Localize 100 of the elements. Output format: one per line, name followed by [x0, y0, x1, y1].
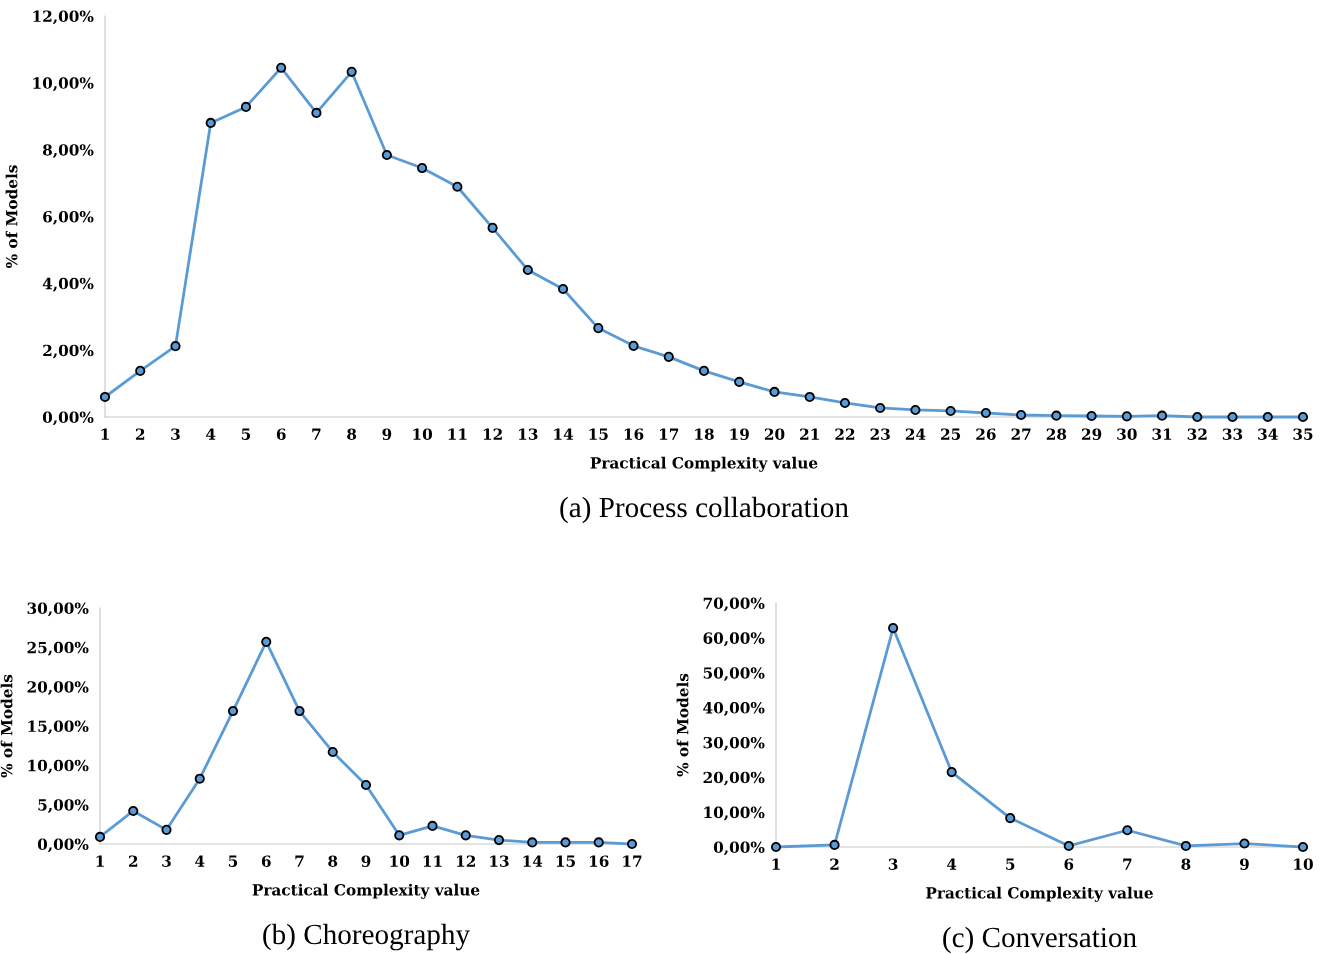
point: [628, 340, 639, 351]
y-tick-label: 0,00%: [37, 838, 89, 853]
x-tick-label: 10: [413, 428, 433, 440]
point: [945, 405, 956, 417]
point: [770, 841, 782, 853]
x-tick-label: 23: [870, 428, 890, 440]
x-tick-label: 21: [800, 428, 819, 440]
point: [227, 705, 239, 717]
x-tick-label: 16: [624, 428, 644, 440]
point: [593, 323, 604, 334]
point: [1086, 410, 1097, 422]
point: [522, 264, 533, 276]
point: [593, 837, 604, 848]
point: [94, 831, 106, 842]
x-tick-label: 2: [135, 428, 145, 440]
point: [769, 386, 780, 398]
point: [1297, 841, 1309, 853]
x-tick-label: 22: [835, 428, 855, 440]
y-tick-label: 30,00%: [27, 602, 89, 617]
point: [311, 107, 322, 118]
point: [1156, 410, 1168, 421]
point: [327, 746, 338, 758]
y-tick-label: 30,00%: [703, 736, 765, 751]
y-axis-title: % of Models: [676, 673, 689, 777]
y-tick-label: 20,00%: [27, 681, 89, 695]
point: [128, 805, 139, 817]
y-tick-label: 60,00%: [703, 632, 765, 647]
point: [663, 351, 674, 362]
point: [381, 149, 392, 161]
point: [1192, 411, 1203, 423]
point: [626, 838, 638, 850]
x-tick-label: 27: [1011, 428, 1031, 440]
point: [276, 62, 287, 73]
x-tick-label: 6: [1064, 858, 1074, 870]
x-tick-label: 11: [448, 428, 467, 440]
x-tick-label: 3: [162, 855, 171, 867]
point: [557, 283, 569, 295]
x-tick-label: 14: [523, 855, 543, 867]
x-tick-label: 28: [1046, 428, 1067, 440]
point: [194, 773, 205, 784]
point: [427, 820, 438, 831]
point: [360, 779, 372, 791]
x-tick-label: 17: [623, 855, 642, 867]
x-tick-label: 9: [361, 855, 371, 867]
point: [1239, 838, 1250, 849]
x-tick-label: 5: [241, 428, 251, 440]
point: [240, 101, 252, 112]
x-tick-label: 8: [347, 428, 357, 440]
text: (a) Process collaboration: [560, 496, 849, 524]
x-tick-label: 29: [1081, 428, 1102, 440]
point: [1180, 840, 1191, 852]
point: [294, 705, 305, 717]
x-tick-label: 16: [589, 855, 609, 867]
x-tick-label: 6: [276, 428, 286, 440]
x-tick-label: 1: [772, 858, 780, 870]
x-tick-label: 3: [171, 428, 180, 440]
y-tick-label: 20,00%: [703, 771, 765, 786]
x-tick-label: 18: [695, 428, 714, 440]
y-tick-label: 0,00%: [713, 841, 765, 856]
point: [1063, 840, 1074, 852]
x-tick-label: 7: [1123, 858, 1132, 870]
point: [205, 117, 216, 129]
point: [99, 391, 111, 403]
x-tick-label: 5: [1006, 858, 1015, 870]
y-tick-label: 10,00%: [704, 806, 765, 821]
point: [888, 623, 899, 634]
point: [135, 365, 146, 376]
x-tick-label: 12: [483, 428, 502, 440]
x-tick-label: 15: [589, 428, 608, 440]
y-tick-label: 40,00%: [703, 702, 765, 716]
point: [1005, 812, 1016, 824]
point: [946, 766, 957, 778]
x-tick-label: 24: [905, 428, 926, 440]
point: [346, 66, 357, 77]
y-tick-label: 2,00%: [43, 344, 94, 359]
y-tick-label: 10,00%: [33, 77, 94, 92]
point: [734, 376, 745, 387]
x-tick-label: 5: [228, 855, 238, 867]
x-tick-label: 8: [328, 855, 338, 867]
x-tick-label: 4: [206, 428, 216, 440]
text: (b) Choreography: [263, 923, 470, 951]
x-tick-label: 32: [1187, 428, 1207, 440]
x-tick-label: 20: [764, 428, 785, 440]
point: [394, 830, 405, 841]
point: [839, 397, 851, 409]
point: [460, 830, 471, 841]
y-tick-label: 0,00%: [42, 411, 94, 426]
point: [1016, 409, 1027, 421]
text: (c) Conversation: [943, 926, 1137, 954]
point: [698, 365, 710, 376]
x-tick-label: 4: [195, 855, 205, 867]
y-tick-label: 15,00%: [28, 720, 89, 735]
point: [1121, 411, 1132, 422]
y-axis-title: % of Models: [0, 674, 13, 778]
x-tick-label: 15: [556, 855, 575, 867]
point: [417, 162, 428, 174]
point: [1122, 825, 1133, 836]
point: [452, 181, 463, 192]
x-tick-label: 7: [295, 855, 304, 867]
point: [1297, 411, 1309, 423]
